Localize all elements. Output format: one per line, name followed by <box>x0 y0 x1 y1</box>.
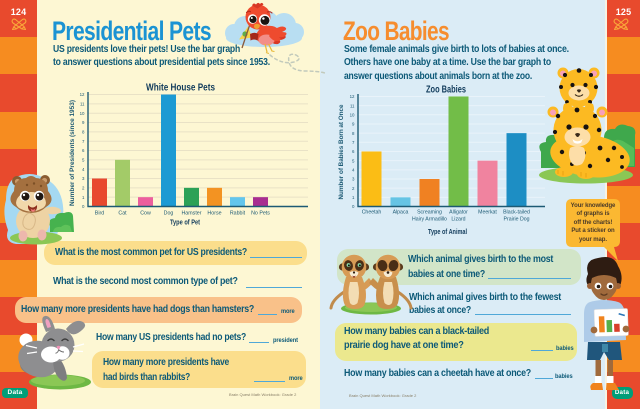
svg-text:9: 9 <box>352 122 355 127</box>
svg-text:6: 6 <box>82 148 85 153</box>
svg-text:Number of Presidents (since 19: Number of Presidents (since 1953) <box>69 100 76 206</box>
svg-text:Dog: Dog <box>164 211 174 217</box>
svg-text:6: 6 <box>352 149 355 154</box>
svg-text:Alligator: Alligator <box>449 210 468 216</box>
svg-text:0: 0 <box>82 204 85 209</box>
svg-text:Lizard: Lizard <box>451 217 465 223</box>
svg-text:Rabbit: Rabbit <box>230 211 246 217</box>
svg-text:7: 7 <box>82 139 85 144</box>
svg-text:Prairie Dog: Prairie Dog <box>504 217 530 223</box>
svg-text:Type of Animal: Type of Animal <box>428 227 467 236</box>
svg-text:4: 4 <box>352 168 355 173</box>
svg-text:5: 5 <box>352 158 355 163</box>
svg-text:1: 1 <box>82 195 85 200</box>
svg-text:1: 1 <box>352 195 355 200</box>
svg-text:10: 10 <box>350 113 355 118</box>
svg-text:Cheetah: Cheetah <box>362 210 382 216</box>
svg-text:11: 11 <box>350 103 355 108</box>
svg-text:Meerkat: Meerkat <box>478 210 497 216</box>
svg-text:Cow: Cow <box>140 211 151 217</box>
svg-text:Zoo Babies: Zoo Babies <box>426 85 466 96</box>
svg-text:3: 3 <box>352 177 355 182</box>
svg-text:3: 3 <box>82 176 85 181</box>
svg-text:No Pets: No Pets <box>251 211 270 217</box>
svg-text:9: 9 <box>82 120 85 125</box>
svg-text:8: 8 <box>82 130 85 135</box>
svg-text:Black-tailed: Black-tailed <box>503 210 530 216</box>
svg-text:Screaming: Screaming <box>417 210 442 216</box>
svg-text:7: 7 <box>352 140 355 145</box>
svg-text:Cat: Cat <box>118 211 127 217</box>
svg-text:Hairy Armadillo: Hairy Armadillo <box>412 217 447 223</box>
svg-text:Number of Babies Born at Once: Number of Babies Born at Once <box>338 104 345 200</box>
svg-text:2: 2 <box>82 186 85 191</box>
svg-text:5: 5 <box>82 158 85 163</box>
svg-text:White House Pets: White House Pets <box>146 83 215 94</box>
svg-text:Alpaca: Alpaca <box>393 210 409 216</box>
svg-text:10: 10 <box>80 111 85 116</box>
svg-text:12: 12 <box>80 92 85 97</box>
svg-text:Bird: Bird <box>95 211 104 217</box>
svg-text:12: 12 <box>350 94 355 99</box>
svg-text:11: 11 <box>80 102 85 107</box>
svg-text:8: 8 <box>352 131 355 136</box>
svg-text:4: 4 <box>82 167 85 172</box>
svg-text:2: 2 <box>352 186 355 191</box>
svg-text:Type of Pet: Type of Pet <box>170 218 200 227</box>
svg-text:0: 0 <box>352 204 355 209</box>
svg-text:Hamster: Hamster <box>181 211 201 217</box>
svg-text:Horse: Horse <box>207 211 221 217</box>
